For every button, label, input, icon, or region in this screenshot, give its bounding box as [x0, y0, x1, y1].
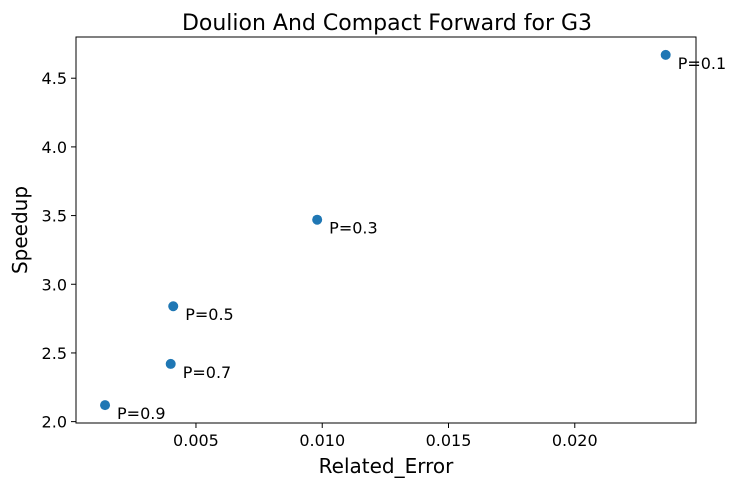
x-tick-label: 0.020	[552, 431, 598, 450]
chart-title: Doulion And Compact Forward for G3	[182, 11, 592, 36]
x-tick-label: 0.010	[299, 431, 345, 450]
x-axis-label: Related_Error	[319, 454, 454, 478]
data-point	[168, 301, 179, 312]
y-tick-label: 4.0	[42, 138, 67, 157]
plot-frame	[75, 36, 697, 424]
y-tick-label: 4.5	[42, 69, 67, 88]
data-point	[165, 358, 176, 369]
x-tick-label: 0.005	[173, 431, 219, 450]
data-point-label: P=0.7	[183, 363, 232, 382]
point-labels: P=0.1 P=0.3 P=0.5 P=0.7 P=0.9	[117, 54, 726, 423]
data-points	[100, 49, 671, 411]
data-point-label: P=0.1	[678, 54, 727, 73]
data-point	[312, 214, 323, 225]
data-point-label: P=0.5	[185, 305, 234, 324]
data-point-label: P=0.3	[329, 219, 378, 238]
y-tick-label: 3.0	[42, 275, 67, 294]
y-axis-ticks: 2.0 2.5 3.0 3.5 4.0 4.5	[42, 69, 76, 432]
y-tick-label: 2.0	[42, 413, 67, 432]
data-point-label: P=0.9	[117, 404, 166, 423]
x-axis-ticks: 0.005 0.010 0.015 0.020	[173, 423, 598, 450]
y-axis-label: Speedup	[8, 186, 32, 274]
data-point	[660, 49, 671, 60]
y-tick-label: 3.5	[42, 207, 67, 226]
y-tick-label: 2.5	[42, 344, 67, 363]
data-point	[100, 400, 111, 411]
x-tick-label: 0.015	[426, 431, 472, 450]
